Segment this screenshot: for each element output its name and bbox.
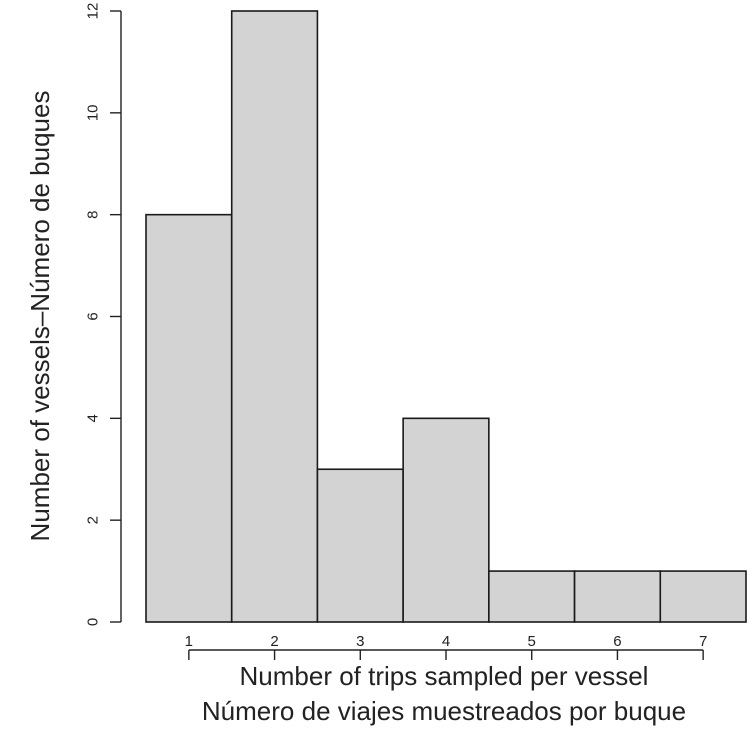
bar-2 (230, 10, 319, 623)
x-tick-label: 7 (699, 633, 707, 650)
x-axis: 1 2 3 4 5 6 7 (185, 633, 707, 660)
x-tick-label: 3 (356, 633, 364, 650)
x-tick-label: 1 (185, 633, 193, 650)
bar-6 (573, 570, 662, 623)
x-tick-label: 4 (442, 633, 450, 650)
bar-1 (145, 213, 233, 623)
y-tick-label: 0 (85, 618, 102, 626)
y-tick-label: 8 (85, 210, 102, 218)
y-tick-label: 10 (85, 104, 102, 121)
x-axis-title-english: Number of trips sampled per vessel (240, 661, 649, 691)
y-tick-label: 2 (85, 516, 102, 524)
bar-3 (316, 468, 404, 623)
y-tick-label: 4 (85, 414, 102, 422)
bar-7 (659, 570, 747, 623)
bar-5 (488, 570, 576, 623)
y-axis: 0 2 4 6 8 10 12 (85, 3, 122, 626)
x-axis-title-spanish: Número de viajes muestreados por buque (202, 696, 686, 726)
y-axis-title: Number of vessels–Número de buques (25, 91, 55, 542)
x-tick-label: 2 (270, 633, 278, 650)
x-tick-label: 5 (528, 633, 536, 650)
bar-4 (402, 417, 490, 623)
y-tick-label: 6 (85, 312, 102, 320)
x-tick-label: 6 (613, 633, 621, 650)
bars-layer (145, 10, 747, 623)
y-tick-label: 12 (85, 3, 102, 20)
